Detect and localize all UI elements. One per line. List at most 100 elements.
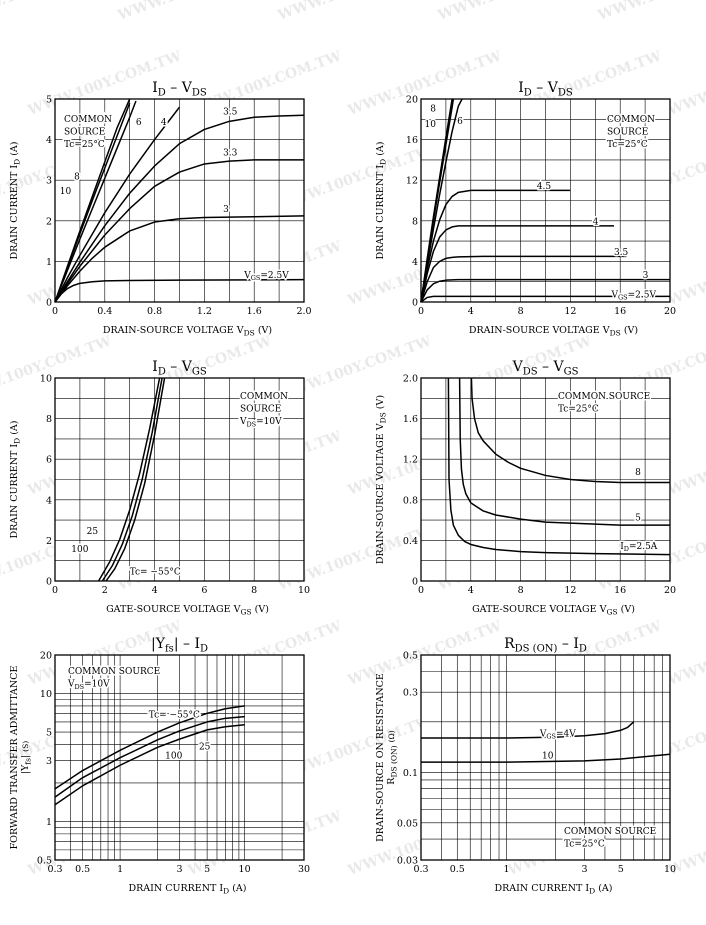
y-tick-label: 2 [46, 536, 52, 547]
y-tick-label: 2.0 [403, 374, 418, 385]
series-line-8 [54, 102, 131, 303]
series-line-100 [97, 377, 161, 582]
series-line-vgs2.5v [420, 295, 670, 303]
x-tick-label: 16 [614, 585, 626, 596]
chart-title: ID – VDS [518, 80, 573, 99]
plot-frame [420, 98, 671, 303]
y-axis-label: DRAIN CURRENT ID (A) [9, 420, 22, 538]
x-tick-label: 2 [102, 585, 108, 596]
y-tick-label: 20 [40, 651, 52, 662]
series-label: 5 [635, 514, 641, 524]
x-tick-label: 1 [117, 864, 123, 875]
series-line-3.5 [420, 255, 627, 303]
y-tick-label: 0.03 [397, 856, 418, 867]
x-tick-label: 6 [201, 585, 207, 596]
y-axis-label: DRAIN CURRENT ID (A) [375, 141, 388, 259]
x-tick-label: 1.2 [197, 306, 212, 317]
y-tick-label: 5 [46, 728, 52, 739]
series-line-25 [101, 377, 163, 582]
chart-info: COMMON SOURCE VDS=10V [238, 391, 290, 430]
series-label: VGS=4V [539, 729, 576, 740]
y-tick-label: 10 [40, 689, 52, 700]
chart-vdsvgs: 0 4 8 12 16 20 0 0.4 0.8 1.2 1.6 2.0 VDS – VGS GATE-S… [375, 359, 676, 617]
y-tick-label: 0.1 [403, 768, 418, 779]
x-axis-label: DRAIN-SOURCE VOLTAGE VDS (V) [469, 325, 638, 338]
y-tick-label: 0.5 [403, 651, 418, 662]
x-tick-label: 0 [418, 306, 424, 317]
series-line-3.3 [54, 159, 304, 303]
x-tick-label: 4 [468, 306, 474, 317]
watermark-text: WWW.100Y.COM.TW [115, 0, 274, 24]
info-line: SOURCE [607, 128, 648, 138]
series-line-4 [420, 225, 614, 303]
series-label: 8 [74, 173, 80, 183]
info-line: COMMON SOURCE [564, 827, 656, 837]
x-axis-label: DRAIN CURRENT ID (A) [128, 883, 246, 896]
series-label: 3.3 [223, 148, 238, 158]
x-tick-label: 0.5 [75, 864, 90, 875]
chart-title: |Yfs| – ID [151, 636, 208, 655]
chart-info: COMMON SOURCE Tc=25°C [606, 114, 657, 152]
y-tick-label: 0 [412, 577, 418, 588]
y-tick-label: 1 [46, 257, 52, 268]
x-tick-label: 8 [518, 306, 524, 317]
y-tick-label: 8 [46, 414, 52, 425]
series-line-id2.5a [447, 377, 671, 556]
chart-info: COMMON SOURCE Tc=25°C [563, 826, 658, 852]
chart-title: ID – VDS [152, 80, 207, 99]
x-tick-label: 16 [614, 306, 626, 317]
series-label: 3 [223, 205, 229, 215]
watermark-text: WWW.100Y.COM.TW [665, 618, 706, 689]
y-axis-label: DRAIN-SOURCE ON RESISTANCE [375, 673, 386, 842]
chart-idvds-high: 0 4 8 12 16 20 0 4 8 12 16 20 ID – VDS DRAIN-SOURCE V… [375, 80, 676, 338]
x-tick-label: 5 [204, 864, 210, 875]
series-line-10 [421, 753, 671, 763]
info-line: Tc=25°C [64, 140, 105, 150]
series-label: 6 [457, 117, 463, 127]
series-line-25 [54, 715, 245, 798]
series-label: VGS=2.5V [243, 271, 289, 282]
x-tick-label: 2.0 [296, 306, 311, 317]
chart-idvds-low: 0 0.4 0.8 1.2 1.6 2.0 0 1 2 3 4 5 ID – VDS DRAIN-SOUR… [9, 80, 312, 338]
x-tick-label: 0 [52, 585, 58, 596]
x-tick-label: 1 [503, 864, 509, 875]
info-line: COMMON [607, 115, 655, 125]
x-tick-label: 0 [418, 585, 424, 596]
series-label: 100 [165, 752, 182, 762]
x-tick-label: 20 [664, 306, 676, 317]
x-tick-label: 20 [664, 585, 676, 596]
info-line: COMMON SOURCE [558, 392, 650, 402]
x-tick-label: 0.3 [413, 864, 428, 875]
y-tick-label: 3 [46, 756, 52, 767]
y-tick-label: 2 [46, 216, 52, 227]
info-line: SOURCE [64, 128, 105, 138]
series-label: 25 [199, 742, 211, 752]
plot-frame [420, 654, 671, 861]
y-tick-label: 20 [406, 95, 418, 106]
y-tick-label: 10 [40, 374, 52, 385]
plot-frame [54, 377, 305, 582]
y-axis-label: DRAIN CURRENT ID (A) [9, 141, 22, 259]
series-line-vgs4v [421, 721, 635, 739]
series-label: 8 [430, 105, 436, 115]
y-tick-label: 1.6 [403, 414, 418, 425]
series-label: 10 [60, 187, 72, 197]
x-axis-label: GATE-SOURCE VOLTAGE VGS (V) [472, 604, 635, 617]
x-tick-label: 0.3 [47, 864, 62, 875]
x-tick-label: 30 [298, 864, 310, 875]
x-tick-label: 0.4 [97, 306, 112, 317]
series-label: 100 [71, 545, 88, 555]
series-line-3 [54, 215, 305, 303]
x-tick-label: 10 [298, 585, 310, 596]
series-line-tc55c [105, 377, 166, 582]
info-line: Tc=25°C [607, 140, 648, 150]
watermark-text: WWW.100Y.COM.TW [665, 238, 706, 309]
y-tick-label: 0.8 [403, 495, 418, 506]
charts-layer: 0 0.4 0.8 1.2 1.6 2.0 0 1 2 3 4 5 ID – VDS DRAIN-SOUR… [9, 80, 676, 896]
y-axis-label: FORWARD TRANSFER ADMITTANCE [9, 666, 20, 850]
info-line: Tc=25°C [558, 405, 599, 415]
info-line: COMMON [64, 115, 112, 125]
x-axis-label: DRAIN CURRENT ID (A) [494, 883, 612, 896]
series-label: 6 [136, 118, 142, 128]
series-label: 4 [593, 217, 599, 227]
